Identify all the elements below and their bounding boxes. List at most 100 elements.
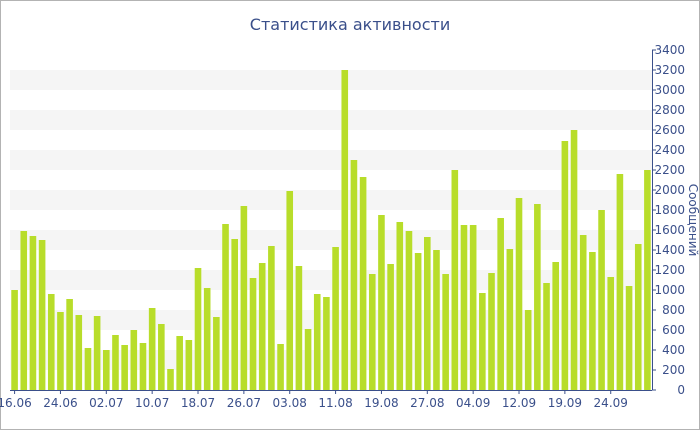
- bar: [203, 288, 211, 390]
- y-axis-label: Сообщений: [686, 184, 700, 257]
- grid-band: [10, 190, 652, 210]
- bar: [231, 239, 238, 390]
- bar: [589, 252, 596, 390]
- bar: [506, 249, 514, 390]
- y-tick-label: 2800: [654, 103, 685, 117]
- y-tick-label: 2000: [654, 183, 685, 197]
- grid-band: [10, 230, 652, 250]
- bar: [185, 340, 193, 390]
- bar: [139, 343, 147, 390]
- y-tick-label: 1600: [654, 223, 685, 237]
- bar: [57, 312, 64, 390]
- axes: [10, 49, 656, 394]
- x-tick-label: 18.07: [181, 396, 215, 410]
- bar: [66, 299, 73, 390]
- y-tick-label: 1400: [654, 243, 685, 257]
- bar: [130, 330, 138, 390]
- bar: [103, 350, 110, 390]
- bar: [387, 264, 394, 390]
- bar: [359, 177, 367, 390]
- y-tick-label: 1200: [654, 263, 685, 277]
- y-tick-label: 200: [662, 363, 685, 377]
- bar: [396, 222, 404, 390]
- x-tick-label: 27.08: [410, 396, 444, 410]
- bar: [368, 274, 376, 390]
- x-tick-label: 11.08: [318, 396, 352, 410]
- x-tick-label: 26.07: [227, 396, 261, 410]
- grid-band: [10, 110, 652, 130]
- bar: [29, 236, 37, 390]
- bar: [148, 308, 156, 390]
- bar: [570, 130, 578, 390]
- y-tick-label: 3200: [654, 63, 685, 77]
- bar: [534, 204, 541, 390]
- grid-band: [10, 150, 652, 170]
- bar: [634, 244, 642, 390]
- x-tick-label: 19.09: [548, 396, 582, 410]
- bar: [323, 297, 330, 390]
- x-tick-label: 04.09: [456, 396, 490, 410]
- bar: [451, 170, 459, 390]
- y-tick-label: 800: [662, 303, 685, 317]
- bar: [579, 235, 587, 390]
- bar: [313, 294, 321, 390]
- bar: [561, 141, 569, 390]
- bar: [616, 174, 624, 390]
- bar: [213, 317, 220, 390]
- y-tick-label: 2200: [654, 163, 685, 177]
- bar: [515, 198, 523, 390]
- bar: [543, 283, 550, 390]
- bar: [286, 191, 294, 390]
- y-tick-label: 0: [677, 383, 685, 397]
- bar: [625, 286, 633, 390]
- grid-band: [10, 70, 652, 90]
- y-tick-label: 2400: [654, 143, 685, 157]
- bar: [332, 247, 339, 390]
- y-tick-label: 600: [662, 323, 685, 337]
- bar: [304, 329, 312, 390]
- x-tick-label: 02.07: [89, 396, 123, 410]
- bar: [240, 206, 248, 390]
- x-tick-label: 24.06: [43, 396, 77, 410]
- bar: [11, 290, 18, 390]
- bar: [644, 170, 651, 390]
- bar: [295, 266, 303, 390]
- bar: [607, 277, 615, 390]
- bar: [75, 315, 83, 390]
- bar: [488, 273, 495, 390]
- y-tick-label: 3400: [654, 43, 685, 57]
- bar: [93, 316, 101, 390]
- y-tick-label: 1800: [654, 203, 685, 217]
- bar: [121, 345, 128, 390]
- x-tick-label: 24.09: [594, 396, 628, 410]
- bar: [469, 225, 477, 390]
- bar: [47, 294, 55, 390]
- bar: [479, 293, 486, 390]
- bar: [84, 348, 92, 390]
- bar: [158, 324, 165, 390]
- x-tick-label: 03.08: [273, 396, 307, 410]
- bar: [277, 344, 284, 390]
- bar: [424, 237, 431, 390]
- bar: [194, 268, 202, 390]
- bar: [38, 240, 46, 390]
- bar: [433, 250, 440, 390]
- bar: [176, 336, 183, 390]
- bar: [341, 70, 349, 390]
- bar: [460, 225, 468, 390]
- bar: [552, 262, 559, 390]
- x-tick-label: 16.06: [0, 396, 32, 410]
- bar: [20, 231, 28, 390]
- y-tick-label: 1000: [654, 283, 685, 297]
- bar: [414, 253, 422, 390]
- bar: [112, 335, 119, 390]
- y-tick-labels: 0 200 400 600 800 1000 1200 1400 1600 1800 2000 220…: [654, 43, 685, 397]
- bar: [524, 310, 532, 390]
- x-tick-label: 12.09: [502, 396, 536, 410]
- x-tick-label: 10.07: [135, 396, 169, 410]
- bar-series: [11, 70, 651, 390]
- y-tick-label: 2600: [654, 123, 685, 137]
- chart-title: Статистика активности: [249, 15, 451, 34]
- bar: [167, 369, 174, 390]
